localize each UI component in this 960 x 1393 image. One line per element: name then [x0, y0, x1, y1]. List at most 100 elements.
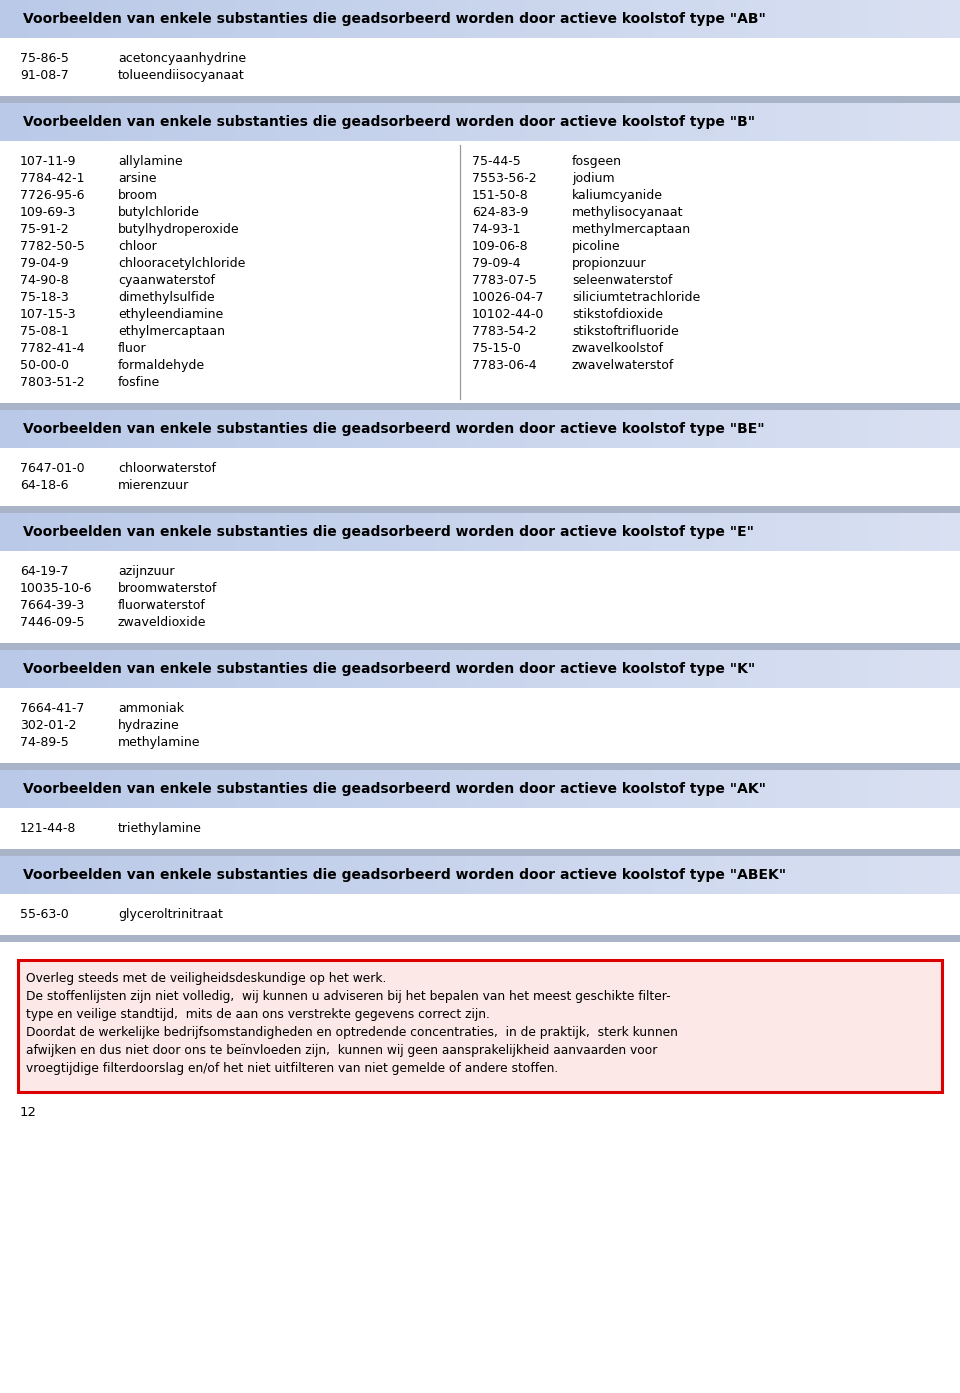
- Text: 109-06-8: 109-06-8: [472, 240, 529, 254]
- Text: stikstoftrifluoride: stikstoftrifluoride: [572, 325, 679, 338]
- Text: 75-15-0: 75-15-0: [472, 343, 521, 355]
- Text: tolueendiisocyanaat: tolueendiisocyanaat: [118, 70, 245, 82]
- Text: 109-69-3: 109-69-3: [20, 206, 77, 219]
- Text: Doordat de werkelijke bedrijfsomstandigheden en optredende concentraties,  in de: Doordat de werkelijke bedrijfsomstandigh…: [26, 1027, 678, 1039]
- Text: arsine: arsine: [118, 171, 156, 185]
- Text: 107-15-3: 107-15-3: [20, 308, 77, 320]
- Bar: [0, 506, 960, 513]
- Bar: [0, 96, 960, 103]
- Text: 7446-09-5: 7446-09-5: [20, 616, 84, 630]
- Text: 121-44-8: 121-44-8: [20, 822, 77, 834]
- Bar: [0, 552, 960, 644]
- Text: 7784-42-1: 7784-42-1: [20, 171, 84, 185]
- Text: chloorwaterstof: chloorwaterstof: [118, 462, 216, 475]
- Text: 7553-56-2: 7553-56-2: [472, 171, 537, 185]
- Text: methylamine: methylamine: [118, 736, 201, 749]
- Text: fluor: fluor: [118, 343, 147, 355]
- Text: Voorbeelden van enkele substanties die geadsorbeerd worden door actieve koolstof: Voorbeelden van enkele substanties die g…: [23, 13, 766, 26]
- Text: 75-08-1: 75-08-1: [20, 325, 69, 338]
- Text: glyceroltrinitraat: glyceroltrinitraat: [118, 908, 223, 921]
- Text: broom: broom: [118, 189, 158, 202]
- Text: zwavelkoolstof: zwavelkoolstof: [572, 343, 664, 355]
- Text: fosgeen: fosgeen: [572, 155, 622, 169]
- Text: kaliumcyanide: kaliumcyanide: [572, 189, 663, 202]
- Text: 75-86-5: 75-86-5: [20, 52, 69, 65]
- Text: vroegtijdige filterdoorslag en/of het niet uitfilteren van niet gemelde of ander: vroegtijdige filterdoorslag en/of het ni…: [26, 1061, 559, 1075]
- Text: Voorbeelden van enkele substanties die geadsorbeerd worden door actieve koolstof: Voorbeelden van enkele substanties die g…: [23, 116, 756, 130]
- Text: 75-91-2: 75-91-2: [20, 223, 68, 235]
- Text: propionzuur: propionzuur: [572, 256, 647, 270]
- Text: Overleg steeds met de veiligheidsdeskundige op het werk.: Overleg steeds met de veiligheidsdeskund…: [26, 972, 386, 985]
- Text: 50-00-0: 50-00-0: [20, 359, 69, 372]
- Text: seleenwaterstof: seleenwaterstof: [572, 274, 672, 287]
- Text: 12: 12: [20, 1106, 37, 1119]
- Text: methylmercaptaan: methylmercaptaan: [572, 223, 691, 235]
- Text: Voorbeelden van enkele substanties die geadsorbeerd worden door actieve koolstof: Voorbeelden van enkele substanties die g…: [23, 525, 754, 539]
- Text: picoline: picoline: [572, 240, 620, 254]
- Text: type en veilige standtijd,  mits de aan ons verstrekte gegevens correct zijn.: type en veilige standtijd, mits de aan o…: [26, 1009, 490, 1021]
- Text: ammoniak: ammoniak: [118, 702, 184, 715]
- Text: 7782-50-5: 7782-50-5: [20, 240, 84, 254]
- Bar: [0, 644, 960, 651]
- Text: butylhydroperoxide: butylhydroperoxide: [118, 223, 240, 235]
- Text: mierenzuur: mierenzuur: [118, 479, 189, 492]
- Text: jodium: jodium: [572, 171, 614, 185]
- Text: 7647-01-0: 7647-01-0: [20, 462, 84, 475]
- Text: 7803-51-2: 7803-51-2: [20, 376, 84, 389]
- Bar: [0, 38, 960, 96]
- Text: Voorbeelden van enkele substanties die geadsorbeerd worden door actieve koolstof: Voorbeelden van enkele substanties die g…: [23, 868, 786, 882]
- Text: fluorwaterstof: fluorwaterstof: [118, 599, 205, 612]
- Text: 75-18-3: 75-18-3: [20, 291, 69, 304]
- Text: allylamine: allylamine: [118, 155, 182, 169]
- Text: cyaanwaterstof: cyaanwaterstof: [118, 274, 215, 287]
- Text: 55-63-0: 55-63-0: [20, 908, 69, 921]
- Text: stikstofdioxide: stikstofdioxide: [572, 308, 663, 320]
- Text: acetoncyaanhydrine: acetoncyaanhydrine: [118, 52, 246, 65]
- Text: 10035-10-6: 10035-10-6: [20, 582, 92, 595]
- Text: 64-19-7: 64-19-7: [20, 566, 68, 578]
- Bar: [0, 449, 960, 506]
- Text: zwaveldioxide: zwaveldioxide: [118, 616, 206, 630]
- Text: formaldehyde: formaldehyde: [118, 359, 205, 372]
- Text: De stoffenlijsten zijn niet volledig,  wij kunnen u adviseren bij het bepalen va: De stoffenlijsten zijn niet volledig, wi…: [26, 990, 671, 1003]
- Text: 7664-39-3: 7664-39-3: [20, 599, 84, 612]
- Text: 75-44-5: 75-44-5: [472, 155, 520, 169]
- Text: 7664-41-7: 7664-41-7: [20, 702, 84, 715]
- Text: Voorbeelden van enkele substanties die geadsorbeerd worden door actieve koolstof: Voorbeelden van enkele substanties die g…: [23, 781, 766, 795]
- Text: 7782-41-4: 7782-41-4: [20, 343, 84, 355]
- Text: 624-83-9: 624-83-9: [472, 206, 528, 219]
- Bar: [0, 935, 960, 942]
- Text: 151-50-8: 151-50-8: [472, 189, 529, 202]
- Text: Voorbeelden van enkele substanties die geadsorbeerd worden door actieve koolstof: Voorbeelden van enkele substanties die g…: [23, 422, 764, 436]
- Text: 7783-07-5: 7783-07-5: [472, 274, 537, 287]
- Text: fosfine: fosfine: [118, 376, 160, 389]
- Text: chlooracetylchloride: chlooracetylchloride: [118, 256, 246, 270]
- Bar: [0, 403, 960, 410]
- Text: 74-89-5: 74-89-5: [20, 736, 69, 749]
- Bar: [0, 141, 960, 403]
- Text: 74-93-1: 74-93-1: [472, 223, 520, 235]
- Text: 79-04-9: 79-04-9: [20, 256, 68, 270]
- Bar: [0, 688, 960, 763]
- Text: siliciumtetrachloride: siliciumtetrachloride: [572, 291, 700, 304]
- Text: azijnzuur: azijnzuur: [118, 566, 175, 578]
- Text: 7726-95-6: 7726-95-6: [20, 189, 84, 202]
- Bar: [0, 763, 960, 770]
- Text: 64-18-6: 64-18-6: [20, 479, 68, 492]
- Text: 302-01-2: 302-01-2: [20, 719, 77, 731]
- Text: 91-08-7: 91-08-7: [20, 70, 69, 82]
- Text: triethylamine: triethylamine: [118, 822, 202, 834]
- Bar: [0, 894, 960, 935]
- Text: methylisocyanaat: methylisocyanaat: [572, 206, 684, 219]
- Text: afwijken en dus niet door ons te beïnvloeden zijn,  kunnen wij geen aansprakelij: afwijken en dus niet door ons te beïnvlo…: [26, 1043, 658, 1057]
- Text: 10026-04-7: 10026-04-7: [472, 291, 544, 304]
- Text: broomwaterstof: broomwaterstof: [118, 582, 217, 595]
- Text: zwavelwaterstof: zwavelwaterstof: [572, 359, 674, 372]
- Text: 7783-54-2: 7783-54-2: [472, 325, 537, 338]
- Text: 74-90-8: 74-90-8: [20, 274, 69, 287]
- Text: Voorbeelden van enkele substanties die geadsorbeerd worden door actieve koolstof: Voorbeelden van enkele substanties die g…: [23, 662, 756, 676]
- Bar: [0, 848, 960, 857]
- Text: ethylmercaptaan: ethylmercaptaan: [118, 325, 225, 338]
- Text: 7783-06-4: 7783-06-4: [472, 359, 537, 372]
- Text: ethyleendiamine: ethyleendiamine: [118, 308, 224, 320]
